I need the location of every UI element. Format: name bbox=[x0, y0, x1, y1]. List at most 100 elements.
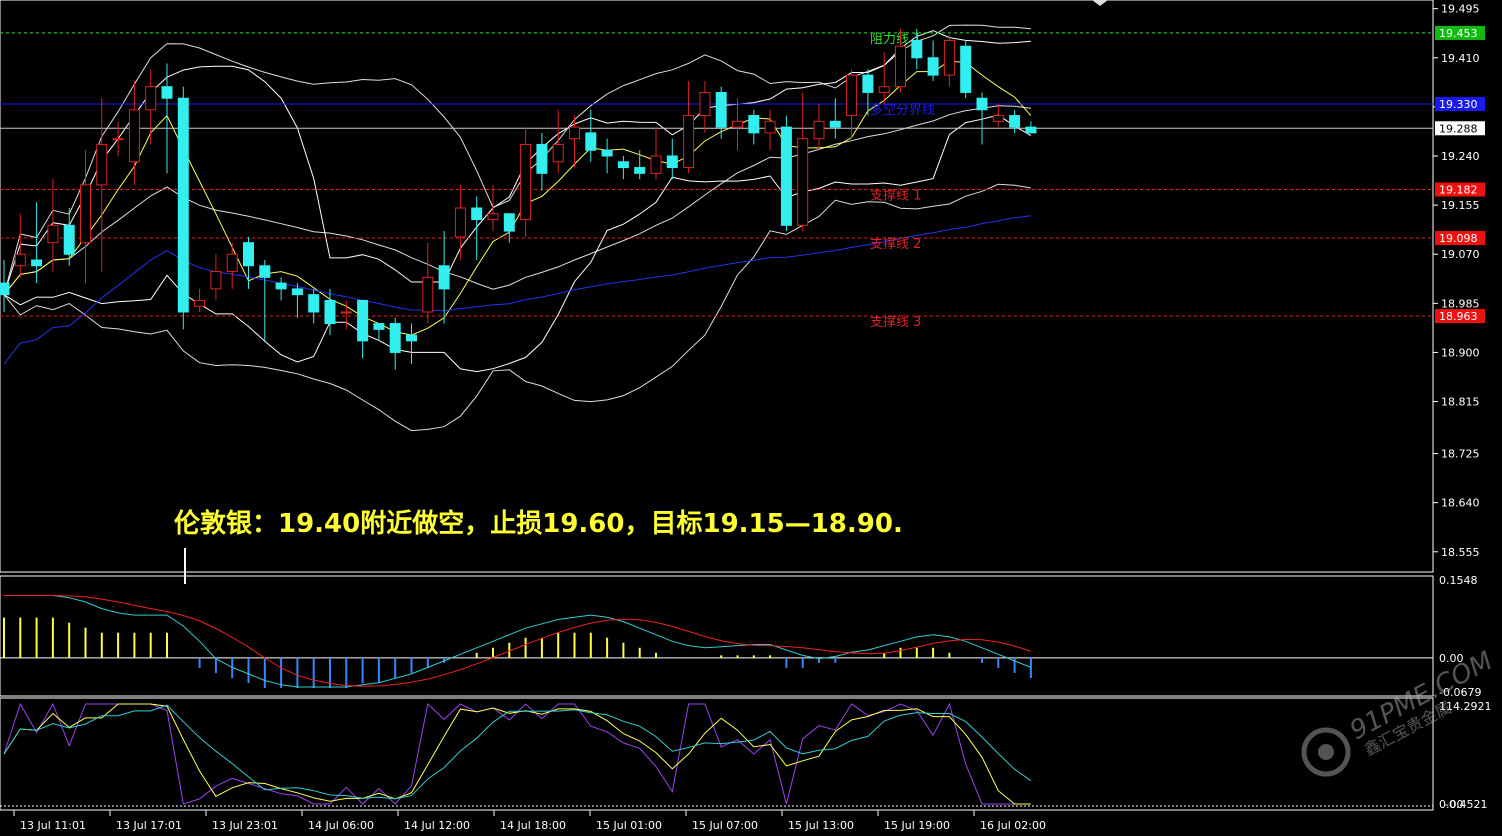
osc-tick-label: 0.00 bbox=[1439, 798, 1464, 811]
price-tick-label: 19.240 bbox=[1441, 150, 1480, 163]
candle-body bbox=[31, 259, 43, 267]
candle-body bbox=[520, 143, 532, 221]
candle-body bbox=[666, 155, 678, 169]
candle-body bbox=[422, 276, 434, 313]
level-label: 支撑线 1 bbox=[870, 189, 921, 204]
price-tag-label: 19.330 bbox=[1439, 98, 1478, 111]
macd-main-line bbox=[4, 595, 1032, 688]
candle-body bbox=[406, 334, 417, 342]
osc-tick-label: 114.2921 bbox=[1439, 700, 1492, 713]
level-label: 支撑线 3 bbox=[870, 315, 921, 330]
time-tick-label: 16 Jul 02:00 bbox=[980, 819, 1046, 832]
candle-body bbox=[324, 299, 336, 325]
candle-body bbox=[943, 39, 955, 76]
candle-body bbox=[846, 74, 858, 117]
osc-fast-line bbox=[3, 702, 1031, 805]
level-label: 支撑线 2 bbox=[870, 237, 921, 252]
scroll-marker-icon bbox=[1092, 0, 1108, 6]
price-tick-label: 19.155 bbox=[1441, 199, 1480, 212]
price-tag-bg bbox=[1435, 182, 1485, 197]
time-tick-label: 13 Jul 23:01 bbox=[212, 819, 278, 832]
price-tag-bg bbox=[1435, 121, 1485, 136]
price-tick-label: 18.555 bbox=[1441, 546, 1480, 559]
ma-fast-line bbox=[3, 60, 1032, 336]
candle-body bbox=[797, 138, 809, 226]
candle-body bbox=[128, 109, 140, 163]
price-tag-bg bbox=[1435, 309, 1485, 324]
candle-body bbox=[503, 213, 515, 232]
candle-body bbox=[878, 86, 890, 93]
price-tick-label: 18.725 bbox=[1441, 448, 1480, 461]
candle-body bbox=[308, 294, 320, 313]
candle-body bbox=[0, 282, 10, 296]
time-tick-label: 15 Jul 01:00 bbox=[596, 819, 662, 832]
price-tag-bg bbox=[1435, 97, 1485, 111]
candle-body bbox=[259, 265, 271, 278]
candle-body bbox=[536, 143, 548, 174]
candle-body bbox=[63, 224, 75, 255]
macd-panel-frame bbox=[0, 575, 1434, 697]
price-tag-bg bbox=[1435, 25, 1485, 40]
price-tick-label: 18.985 bbox=[1441, 297, 1480, 310]
time-tick-label: 14 Jul 18:00 bbox=[500, 819, 566, 832]
candle-body bbox=[47, 224, 59, 244]
candle-body bbox=[389, 323, 401, 353]
price-tag-label: 19.288 bbox=[1439, 122, 1478, 135]
candle-body bbox=[194, 299, 206, 307]
trade-annotation: 伦敦银：19.40附近做空，止损19.60，目标19.15—18.90. bbox=[174, 508, 903, 539]
macd-tick-label: -0.0679 bbox=[1439, 686, 1481, 699]
candle-body bbox=[748, 115, 760, 134]
candle-body bbox=[813, 120, 825, 140]
candle-body bbox=[552, 143, 564, 163]
candle-body bbox=[976, 97, 988, 111]
candle-body bbox=[683, 115, 695, 169]
candle-body bbox=[1009, 115, 1021, 128]
price-tag-bg bbox=[1435, 231, 1485, 246]
ma-slow-line bbox=[3, 215, 1031, 365]
envelope-lower-line bbox=[3, 114, 1032, 373]
candle-body bbox=[357, 299, 369, 342]
time-tick-label: 14 Jul 12:00 bbox=[404, 819, 470, 832]
candle-body bbox=[715, 91, 727, 128]
candle-body bbox=[373, 323, 385, 330]
time-tick-label: 14 Jul 06:00 bbox=[308, 819, 374, 832]
price-tag-label: 19.182 bbox=[1439, 184, 1478, 197]
candle-body bbox=[243, 242, 254, 267]
bollinger-mid-line bbox=[3, 105, 1031, 296]
macd-tick-label: 0.1548 bbox=[1439, 574, 1478, 587]
candle-body bbox=[112, 138, 124, 141]
candle-body bbox=[601, 149, 613, 157]
candle-body bbox=[585, 132, 597, 151]
time-tick-label: 15 Jul 19:00 bbox=[884, 819, 950, 832]
price-tick-label: 19.495 bbox=[1441, 3, 1480, 16]
candle-body bbox=[275, 282, 287, 290]
candle-body bbox=[569, 126, 580, 140]
candle-body bbox=[210, 271, 222, 290]
candle-body bbox=[732, 120, 743, 128]
candle-body bbox=[650, 155, 662, 174]
time-tick-label: 13 Jul 17:01 bbox=[116, 819, 182, 832]
osc-slow-line bbox=[3, 704, 1032, 800]
candle-body bbox=[177, 97, 189, 313]
candle-body bbox=[862, 74, 874, 93]
candle-body bbox=[1025, 126, 1037, 134]
candle-body bbox=[291, 288, 303, 296]
candle-body bbox=[226, 253, 238, 273]
candle-body bbox=[992, 115, 1004, 122]
candle-body bbox=[617, 161, 629, 169]
candle-body bbox=[699, 91, 711, 117]
candle-body bbox=[829, 120, 841, 128]
oscillator-panel[interactable] bbox=[0, 697, 1434, 811]
candle-body bbox=[14, 253, 26, 267]
bollinger-lower-line bbox=[3, 183, 1031, 432]
oscillator-panel-frame bbox=[0, 697, 1434, 811]
candle-body bbox=[161, 86, 173, 99]
candle-body bbox=[96, 143, 108, 186]
macd-panel[interactable] bbox=[0, 575, 1434, 697]
price-tag-label: 19.453 bbox=[1439, 27, 1478, 40]
candle-body bbox=[487, 213, 499, 221]
candle-body bbox=[895, 45, 906, 88]
level-label: 多空分界线 bbox=[870, 102, 935, 118]
